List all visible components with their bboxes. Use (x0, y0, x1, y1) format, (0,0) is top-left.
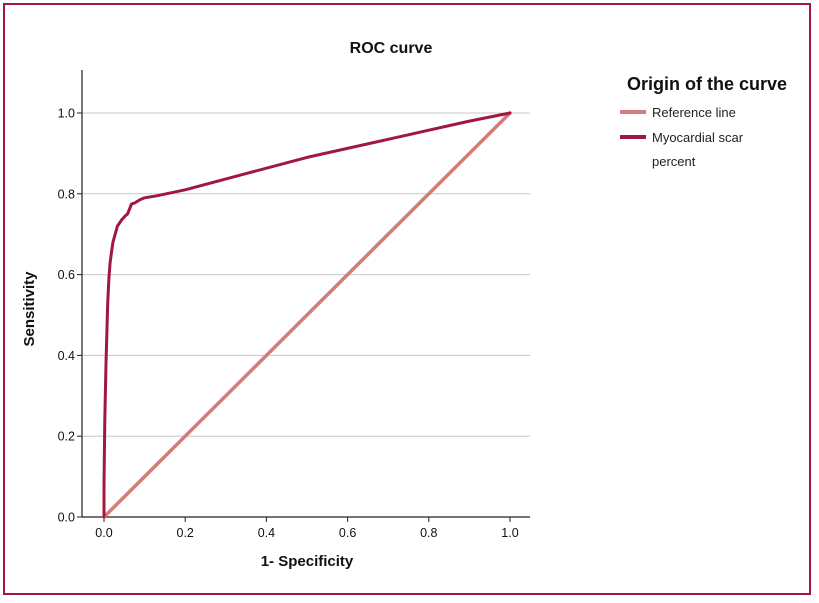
figure-frame (3, 3, 811, 595)
legend-title: Origin of the curve (627, 74, 787, 94)
y-tick-label-5: 1.0 (58, 107, 75, 121)
series-line-myocardial-scar (102, 111, 512, 519)
legend-label-1-1: percent (652, 154, 696, 169)
x-tick-label-0: 0.0 (95, 526, 112, 540)
legend-label-1-0: Myocardial scar (652, 130, 744, 145)
axes (81, 70, 530, 518)
y-tick-label-0: 0.0 (58, 511, 75, 525)
x-tick-label-3: 0.6 (339, 526, 356, 540)
x-tick-label-2: 0.4 (258, 526, 275, 540)
legend-entries: Reference line Myocardial scar percent (620, 105, 744, 169)
x-tick-label-5: 1.0 (501, 526, 518, 540)
y-tick-labels: 0.0 0.2 0.4 0.6 0.8 1.0 (58, 107, 82, 525)
x-tick-labels: 0.0 0.2 0.4 0.6 0.8 1.0 (95, 517, 519, 540)
x-axis-label: 1- Specificity (261, 553, 354, 570)
y-tick-label-4: 0.8 (58, 187, 75, 201)
grid-lines (82, 112, 530, 437)
legend-label-0-0: Reference line (652, 105, 736, 120)
legend: Origin of the curve Reference line Myocar… (620, 74, 787, 169)
chart-title: ROC curve (350, 40, 433, 57)
x-tick-label-1: 0.2 (177, 526, 194, 540)
series-lines (102, 111, 512, 519)
y-axis-label: Sensitivity (21, 271, 38, 347)
x-tick-label-4: 0.8 (420, 526, 437, 540)
y-tick-label-2: 0.4 (58, 349, 75, 363)
y-tick-label-3: 0.6 (58, 268, 75, 282)
y-tick-label-1: 0.2 (58, 430, 75, 444)
series-line-reference (102, 111, 512, 519)
